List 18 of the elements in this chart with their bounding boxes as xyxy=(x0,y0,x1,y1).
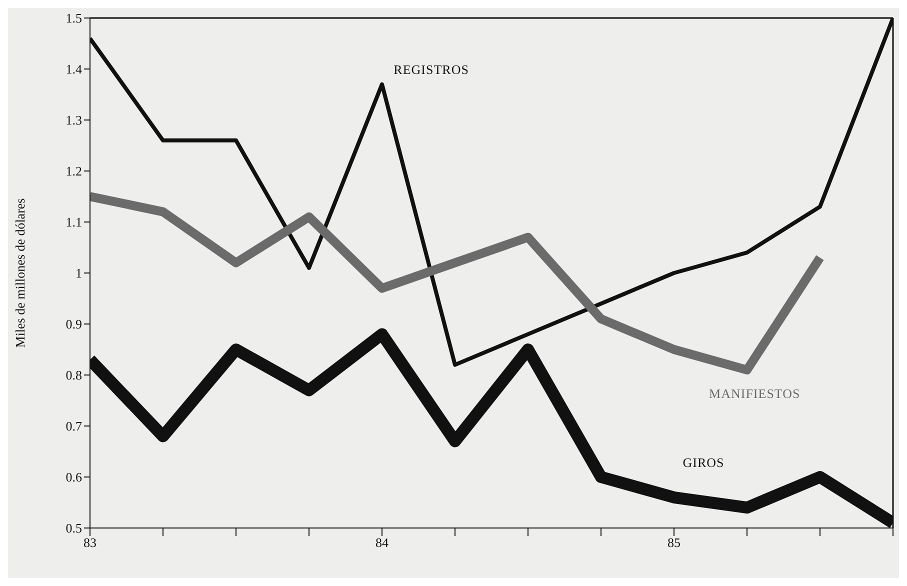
y-tick-label: 1 xyxy=(76,266,82,281)
series-label: MANIFIESTOS xyxy=(709,386,800,401)
y-tick-label: 0.7 xyxy=(66,418,82,434)
y-tick-label: 1.2 xyxy=(66,164,82,179)
x-tick-label: 84 xyxy=(376,535,389,550)
y-axis-title: Miles de millones de dólares xyxy=(12,198,28,348)
y-tick-label: 1.4 xyxy=(66,62,82,77)
text: GIROS xyxy=(682,454,724,470)
y-tick-label: 0.8 xyxy=(66,368,82,383)
series-label: REGISTROS xyxy=(394,62,469,78)
y-tick-label: 0.5 xyxy=(66,520,82,536)
x-tick-label: 83 xyxy=(84,535,96,550)
y-tick-label: 1.3 xyxy=(66,112,82,128)
y-tick-label: 0.9 xyxy=(66,316,82,332)
y-tick-label: 1.1 xyxy=(66,214,82,230)
y-tick-label: 0.6 xyxy=(66,470,82,485)
x-tick-label: 85 xyxy=(668,535,680,550)
y-tick-label: 1.5 xyxy=(66,10,82,26)
